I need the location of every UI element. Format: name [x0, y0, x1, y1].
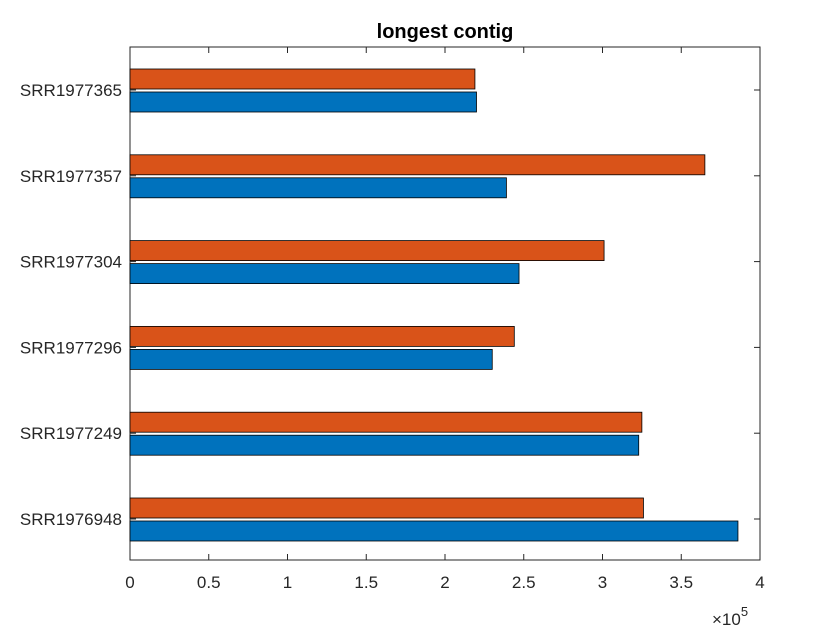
- x-tick-label: 1.5: [354, 573, 378, 592]
- y-tick-label: SRR1977296: [20, 338, 122, 357]
- y-tick-label: SRR1977365: [20, 81, 122, 100]
- y-tick-label: SRR1977357: [20, 167, 122, 186]
- x-axis-multiplier-base: ×10: [712, 610, 741, 629]
- x-tick-label: 3.5: [669, 573, 693, 592]
- bar-series1-SRR1977296: [129, 325, 515, 347]
- bar-series2-SRR1977249: [129, 434, 640, 456]
- bar-series2-SRR1977296: [129, 348, 493, 370]
- x-axis: 0 0.5 1 1.5 2 2.5 3 3.5 4: [125, 47, 765, 592]
- plot-area: [129, 46, 761, 561]
- bar-series2-SRR1977357: [129, 177, 507, 199]
- bar-series2-SRR1977365: [129, 91, 477, 113]
- bar-series1-SRR1977357: [129, 154, 706, 176]
- bar-series1-SRR1976948: [129, 497, 644, 519]
- y-tick-label: SRR1977304: [20, 253, 122, 272]
- bar-series2-SRR1977304: [129, 263, 520, 285]
- x-tick-label: 4: [755, 573, 764, 592]
- x-tick-label: 1: [283, 573, 292, 592]
- x-tick-label: 2: [440, 573, 449, 592]
- y-axis: SRR1977365 SRR1977357 SRR1977304 SRR1977296…: [20, 81, 760, 529]
- y-tick-label: SRR1976948: [20, 510, 122, 529]
- x-axis-multiplier: ×105: [712, 604, 748, 629]
- bar-series1-SRR1977249: [129, 411, 643, 433]
- bar-series1-SRR1977304: [129, 240, 605, 262]
- y-tick-label: SRR1977249: [20, 424, 122, 443]
- x-tick-label: 0.5: [197, 573, 221, 592]
- bars-layer: [129, 68, 739, 542]
- chart-title: longest contig: [377, 21, 514, 43]
- x-tick-label: 0: [125, 573, 134, 592]
- x-tick-label: 3: [598, 573, 607, 592]
- bar-series2-SRR1976948: [129, 520, 739, 542]
- x-axis-multiplier-exponent: 5: [741, 604, 748, 619]
- bar-series1-SRR1977365: [129, 68, 476, 90]
- x-tick-label: 2.5: [512, 573, 536, 592]
